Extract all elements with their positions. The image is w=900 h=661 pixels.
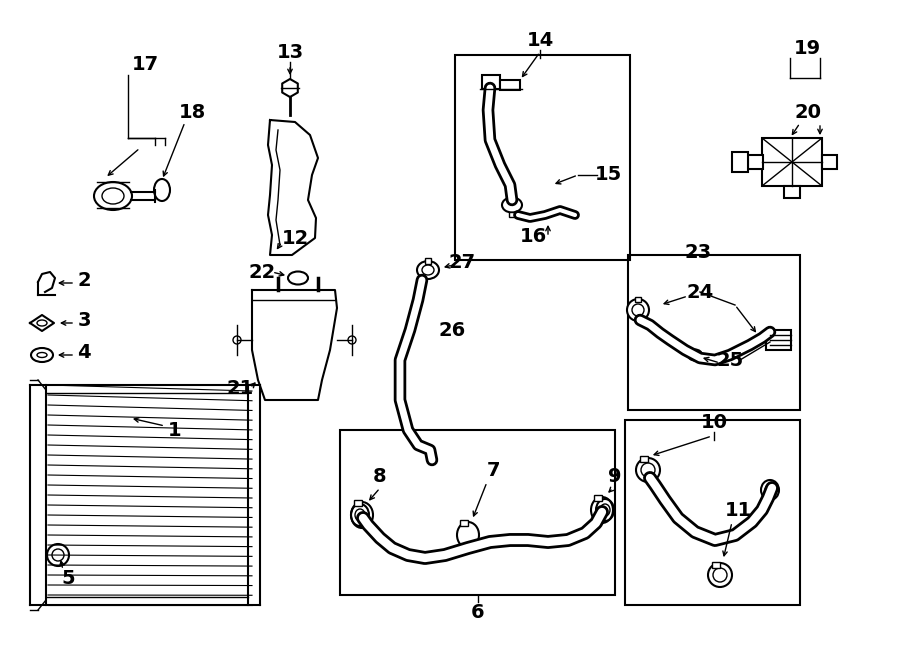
Bar bbox=[509, 212, 515, 217]
Text: 13: 13 bbox=[276, 42, 303, 61]
Text: 23: 23 bbox=[684, 243, 712, 262]
Bar bbox=[640, 456, 648, 462]
Ellipse shape bbox=[47, 544, 69, 566]
Text: 17: 17 bbox=[131, 56, 158, 75]
Text: 25: 25 bbox=[716, 350, 743, 369]
Bar bbox=[354, 500, 362, 506]
Bar bbox=[455, 55, 630, 260]
Bar bbox=[340, 430, 615, 595]
Text: 16: 16 bbox=[519, 227, 546, 247]
Bar bbox=[712, 562, 720, 568]
Ellipse shape bbox=[31, 348, 53, 362]
Text: 20: 20 bbox=[795, 102, 822, 122]
Ellipse shape bbox=[351, 504, 369, 526]
Text: 1: 1 bbox=[168, 420, 182, 440]
Ellipse shape bbox=[154, 179, 170, 201]
Text: 15: 15 bbox=[594, 165, 622, 184]
Text: 26: 26 bbox=[438, 321, 465, 340]
Ellipse shape bbox=[627, 299, 649, 321]
Ellipse shape bbox=[708, 563, 732, 587]
Ellipse shape bbox=[761, 480, 779, 500]
Ellipse shape bbox=[94, 182, 132, 210]
Bar bbox=[460, 520, 468, 526]
Text: 24: 24 bbox=[687, 282, 714, 301]
Bar bbox=[766, 330, 791, 350]
Bar bbox=[784, 186, 800, 198]
Text: 22: 22 bbox=[248, 262, 275, 282]
Text: 5: 5 bbox=[61, 568, 75, 588]
Bar bbox=[482, 75, 500, 89]
Text: 14: 14 bbox=[526, 30, 554, 50]
Text: 4: 4 bbox=[77, 344, 91, 362]
Text: 3: 3 bbox=[77, 311, 91, 330]
Bar bbox=[625, 420, 800, 605]
Text: 11: 11 bbox=[724, 500, 751, 520]
Bar bbox=[635, 297, 641, 302]
Text: 6: 6 bbox=[472, 602, 485, 621]
Ellipse shape bbox=[688, 350, 702, 360]
Bar bbox=[628, 255, 800, 410]
Bar bbox=[500, 80, 520, 90]
Ellipse shape bbox=[417, 261, 439, 279]
Text: 27: 27 bbox=[448, 253, 475, 272]
Bar bbox=[594, 495, 602, 501]
Ellipse shape bbox=[636, 458, 660, 482]
Bar bbox=[762, 138, 822, 186]
Text: 18: 18 bbox=[178, 102, 205, 122]
Text: 7: 7 bbox=[486, 461, 500, 479]
Text: 10: 10 bbox=[700, 412, 727, 432]
Bar bbox=[822, 155, 837, 169]
Text: 8: 8 bbox=[374, 467, 387, 485]
Bar bbox=[732, 152, 748, 172]
Ellipse shape bbox=[52, 549, 64, 561]
Ellipse shape bbox=[596, 499, 614, 521]
Text: 21: 21 bbox=[227, 379, 254, 397]
Text: 2: 2 bbox=[77, 272, 91, 290]
Ellipse shape bbox=[288, 272, 308, 284]
Text: 9: 9 bbox=[608, 467, 622, 485]
Bar bbox=[748, 155, 763, 169]
Text: 19: 19 bbox=[794, 38, 821, 58]
Ellipse shape bbox=[502, 198, 522, 212]
Bar bbox=[425, 258, 431, 264]
Text: 12: 12 bbox=[282, 229, 309, 247]
